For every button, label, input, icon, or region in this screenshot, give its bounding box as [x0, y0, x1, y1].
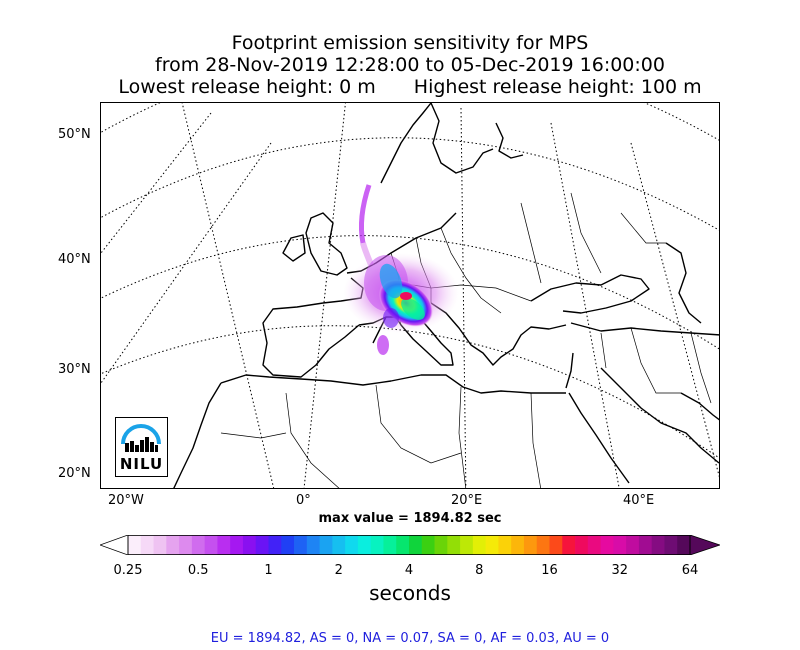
nilu-logo-text: NILU	[119, 455, 164, 473]
lat-label-30n: 30°N	[58, 362, 91, 377]
colorbar-cell	[587, 535, 601, 555]
colorbar-cell	[613, 535, 627, 555]
colorbar-tick-label: 32	[611, 563, 629, 578]
colorbar-cell	[140, 535, 154, 555]
colorbar-cell	[421, 535, 435, 555]
colorbar-tick-label: 4	[404, 563, 414, 578]
nilu-logo-graphic	[121, 424, 161, 452]
highest-release-height: Highest release height: 100 m	[413, 76, 702, 98]
colorbar-cell	[664, 535, 678, 555]
colorbar-cell	[485, 535, 499, 555]
colorbar-cell	[511, 535, 525, 555]
colorbar-tick-label: 0.5	[187, 563, 209, 578]
lon-label-20w: 20°W	[108, 493, 144, 508]
colorbar-tick-label: 1	[264, 563, 273, 578]
colorbar-cell	[383, 535, 397, 555]
colorbar-cell	[242, 535, 257, 555]
colorbar-min-extend	[100, 535, 129, 555]
colorbar-cell	[370, 535, 384, 555]
lat-label-40n: 40°N	[58, 252, 91, 267]
colorbar-tick-label: 8	[475, 563, 484, 578]
colorbar-cell	[638, 535, 653, 555]
colorbar-cell	[600, 535, 614, 555]
footprint-map	[101, 103, 719, 488]
lon-label-20e: 20°E	[451, 493, 483, 508]
colorbar-cell	[306, 535, 320, 555]
colorbar-cell	[523, 535, 538, 555]
colorbar-max-extend	[689, 535, 720, 555]
lon-label-40e: 40°E	[623, 493, 655, 508]
graticule	[101, 103, 719, 488]
colorbar	[100, 535, 720, 555]
colorbar-cell	[396, 535, 410, 555]
colorbar-cell	[549, 535, 563, 555]
colorbar-cell	[204, 535, 218, 555]
max-value-label: max value = 1894.82 sec	[318, 511, 502, 526]
colorbar-cell	[357, 535, 372, 555]
colorbar-tick-label: 2	[334, 563, 343, 578]
footprint-plume	[343, 184, 459, 355]
colorbar-cell	[472, 535, 487, 555]
colorbar-cell	[409, 535, 423, 555]
colorbar-cell	[294, 535, 308, 555]
lat-label-50n: 50°N	[58, 127, 91, 142]
regional-summary: EU = 1894.82, AS = 0, NA = 0.07, SA = 0,…	[210, 631, 610, 646]
colorbar-cell	[166, 535, 180, 555]
colorbar-cell	[255, 535, 269, 555]
colorbar-unit-label: seconds	[369, 581, 451, 605]
colorbar-cell	[281, 535, 295, 555]
colorbar-cell	[217, 535, 231, 555]
colorbar-tick-label: 64	[681, 563, 699, 578]
colorbar-cell	[153, 535, 167, 555]
nilu-logo: NILU	[115, 417, 168, 477]
colorbar-cell	[536, 535, 550, 555]
colorbar-tick-label: 16	[541, 563, 558, 578]
colorbar-cell	[626, 535, 640, 555]
colorbar-cell	[191, 535, 206, 555]
colorbar-cell	[460, 535, 474, 555]
colorbar-cell	[268, 535, 282, 555]
colorbar-cell	[575, 535, 589, 555]
lon-label-0: 0°	[296, 493, 311, 508]
colorbar-cell	[230, 535, 244, 555]
colorbar-cell	[128, 535, 142, 555]
colorbar-cell	[345, 535, 359, 555]
map-time-range: from 28-Nov-2019 12:28:00 to 05-Dec-2019…	[155, 54, 665, 76]
colorbar-cell	[677, 535, 691, 555]
colorbar-tick-label: 0.25	[113, 563, 143, 578]
colorbar-cell	[447, 535, 461, 555]
lat-label-20n: 20°N	[58, 466, 91, 481]
colorbar-cell	[319, 535, 333, 555]
release-heights: Lowest release height: 0 m Highest releas…	[0, 76, 800, 98]
colorbar-cell	[434, 535, 448, 555]
colorbar-cell	[562, 535, 576, 555]
colorbar-cell	[651, 535, 665, 555]
colorbar-cell	[498, 535, 512, 555]
map-title: Footprint emission sensitivity for MPS	[231, 32, 589, 54]
lowest-release-height: Lowest release height: 0 m	[118, 76, 376, 98]
colorbar-cell	[332, 535, 346, 555]
map-panel	[100, 102, 720, 489]
colorbar-cell	[179, 535, 193, 555]
